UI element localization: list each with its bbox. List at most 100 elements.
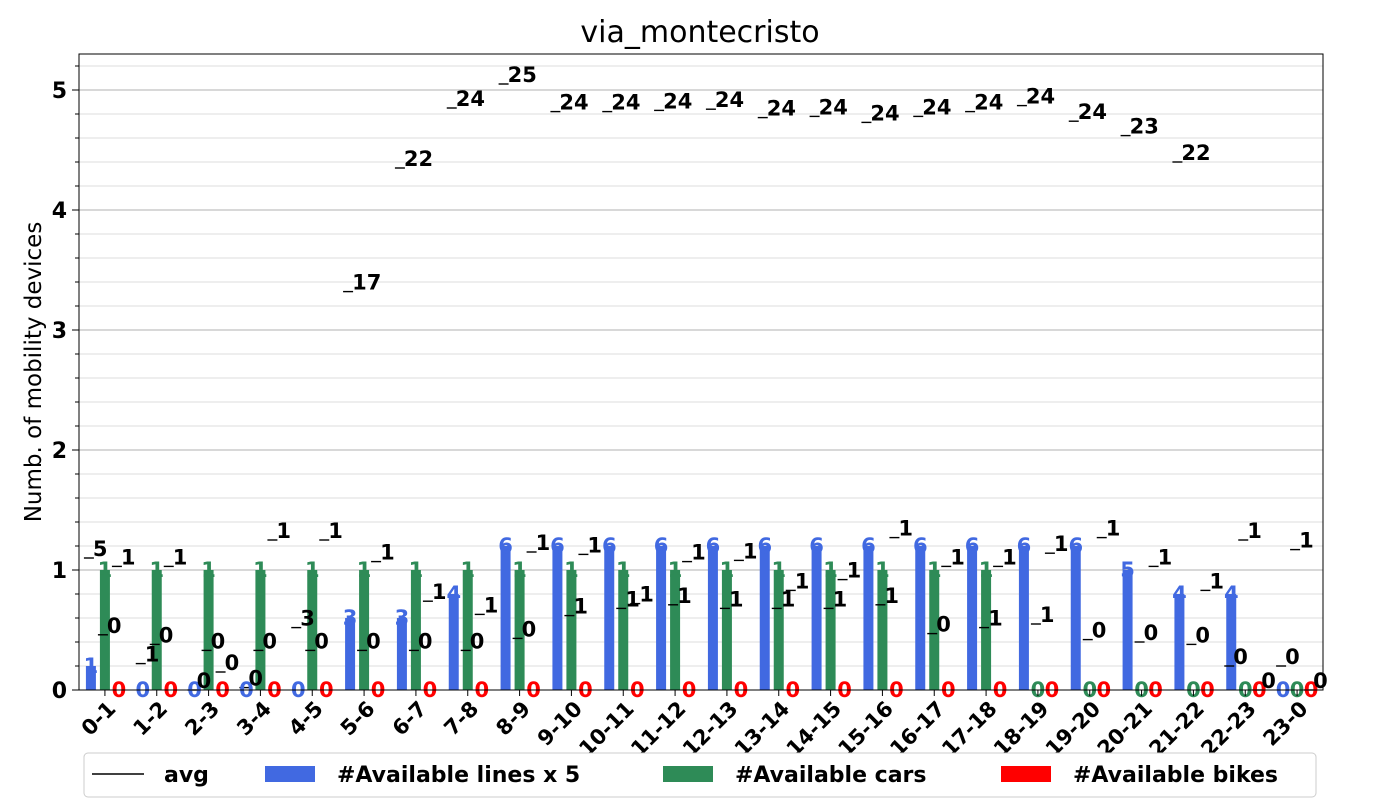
bar-data-label: 6 <box>861 534 876 558</box>
bar-data-label: 1 <box>149 558 164 582</box>
avg-data-label: 0 <box>211 629 226 653</box>
avg-data-label: 1 <box>484 593 499 617</box>
avg-data-label: 1 <box>898 517 913 541</box>
y-axis: 0 1 2 3 4 5 <box>52 65 79 704</box>
avg-data-label: 0 <box>1313 669 1328 693</box>
bar <box>396 618 407 690</box>
avg-data-label: 1 <box>121 545 136 569</box>
bar-data-label: 1 <box>823 558 838 582</box>
legend-swatch <box>1001 766 1051 782</box>
avg-data-label: 0 <box>470 629 485 653</box>
bar <box>707 546 718 690</box>
bar-data-label: 1 <box>771 558 786 582</box>
avg-data-label: 0 <box>1144 621 1159 645</box>
avg-data-label: 1 <box>1040 603 1055 627</box>
bar-data-label: 1 <box>668 558 683 582</box>
y-axis-label: Numb. of mobility devices <box>21 222 47 523</box>
bar <box>307 570 318 690</box>
bar-data-label: 1 <box>305 558 320 582</box>
bar <box>604 546 615 690</box>
bar <box>410 570 421 690</box>
avg-data-label: 1 <box>432 580 447 604</box>
legend-label: #Available bikes <box>1073 763 1278 788</box>
bar-data-label: 4 <box>1224 582 1239 606</box>
avg-data-label: 22 <box>404 147 433 171</box>
bar-data-label: 1 <box>84 654 99 678</box>
avg-data-label: 1 <box>1158 545 1173 569</box>
avg-data-label: 24 <box>974 91 1003 115</box>
avg-data-label: 1 <box>677 584 692 608</box>
avg-data-label: 1 <box>145 643 160 667</box>
avg-data-label: 1 <box>950 545 965 569</box>
bar-data-label: 1 <box>98 558 113 582</box>
avg-data-label: 1 <box>380 541 395 565</box>
avg-data-label: 1 <box>173 545 188 569</box>
avg-data-label: 0 <box>522 617 537 641</box>
avg-data-label: 0 <box>366 629 381 653</box>
bar <box>99 570 110 690</box>
avg-data-label: 1 <box>729 587 744 611</box>
bars <box>85 546 1237 690</box>
bar-data-label: 3 <box>395 606 410 630</box>
bar-data-label: 6 <box>706 534 721 558</box>
avg-data-label: 0 <box>1092 619 1107 643</box>
bar <box>203 570 214 690</box>
bar <box>967 546 978 690</box>
legend-swatch <box>265 766 315 782</box>
y-tick-label: 4 <box>52 199 67 224</box>
avg-data-label: 1 <box>691 541 706 565</box>
bar-data-label: 6 <box>602 534 617 558</box>
bar <box>929 570 940 690</box>
avg-data-label: 24 <box>715 88 744 112</box>
avg-data-label: 1 <box>884 584 899 608</box>
y-tick-label: 3 <box>52 319 67 344</box>
avg-data-label: 24 <box>767 97 796 121</box>
bar-data-label: 6 <box>913 534 928 558</box>
bar-data-label: 3 <box>343 606 358 630</box>
avg-data-label: 1 <box>1299 529 1314 553</box>
bar-data-label: 5 <box>1120 558 1135 582</box>
bar <box>863 546 874 690</box>
bar <box>915 546 926 690</box>
bar-data-label: 6 <box>1068 534 1083 558</box>
bar-data-label: 1 <box>512 558 527 582</box>
avg-data-label: 1 <box>625 587 640 611</box>
avg-data-label: 1 <box>795 569 810 593</box>
bar <box>670 570 681 690</box>
avg-data-label: 24 <box>870 101 899 125</box>
bar <box>773 570 784 690</box>
avg-data-label: 1 <box>1002 545 1017 569</box>
avg-data-label: 1 <box>536 531 551 555</box>
bar-data-label: 1 <box>253 558 268 582</box>
avg-data-label: 0 <box>418 629 433 653</box>
bar-data-label: 4 <box>446 582 461 606</box>
bar <box>1174 594 1185 690</box>
bar <box>825 570 836 690</box>
bar-data-label: 6 <box>757 534 772 558</box>
bar <box>500 546 511 690</box>
y-tick-label: 5 <box>52 79 67 104</box>
bar <box>151 570 162 690</box>
avg-data-label: 3 <box>300 607 315 631</box>
bar-data-label: 6 <box>1017 534 1032 558</box>
avg-markers <box>83 83 1315 691</box>
bar-data-label: 1 <box>201 558 216 582</box>
bar-data-label: 1 <box>409 558 424 582</box>
y-tick-label: 0 <box>52 679 67 704</box>
avg-data-label: 0 <box>159 623 174 647</box>
avg-data-label: 0 <box>1233 645 1248 669</box>
avg-data-label: 1 <box>1209 569 1224 593</box>
legend-label: #Available cars <box>735 763 927 788</box>
avg-data-label: 1 <box>587 533 602 557</box>
bar-data-label: 1 <box>875 558 890 582</box>
bar <box>345 618 356 690</box>
bar-data-label: 6 <box>965 534 980 558</box>
bar-data-label: 1 <box>720 558 735 582</box>
bar <box>552 546 563 690</box>
gridlines <box>79 65 1323 667</box>
avg-data-label: 1 <box>1247 519 1262 543</box>
avg-data-label: 1 <box>1106 517 1121 541</box>
bar-data-label: 4 <box>1172 582 1187 606</box>
bar <box>811 546 822 690</box>
